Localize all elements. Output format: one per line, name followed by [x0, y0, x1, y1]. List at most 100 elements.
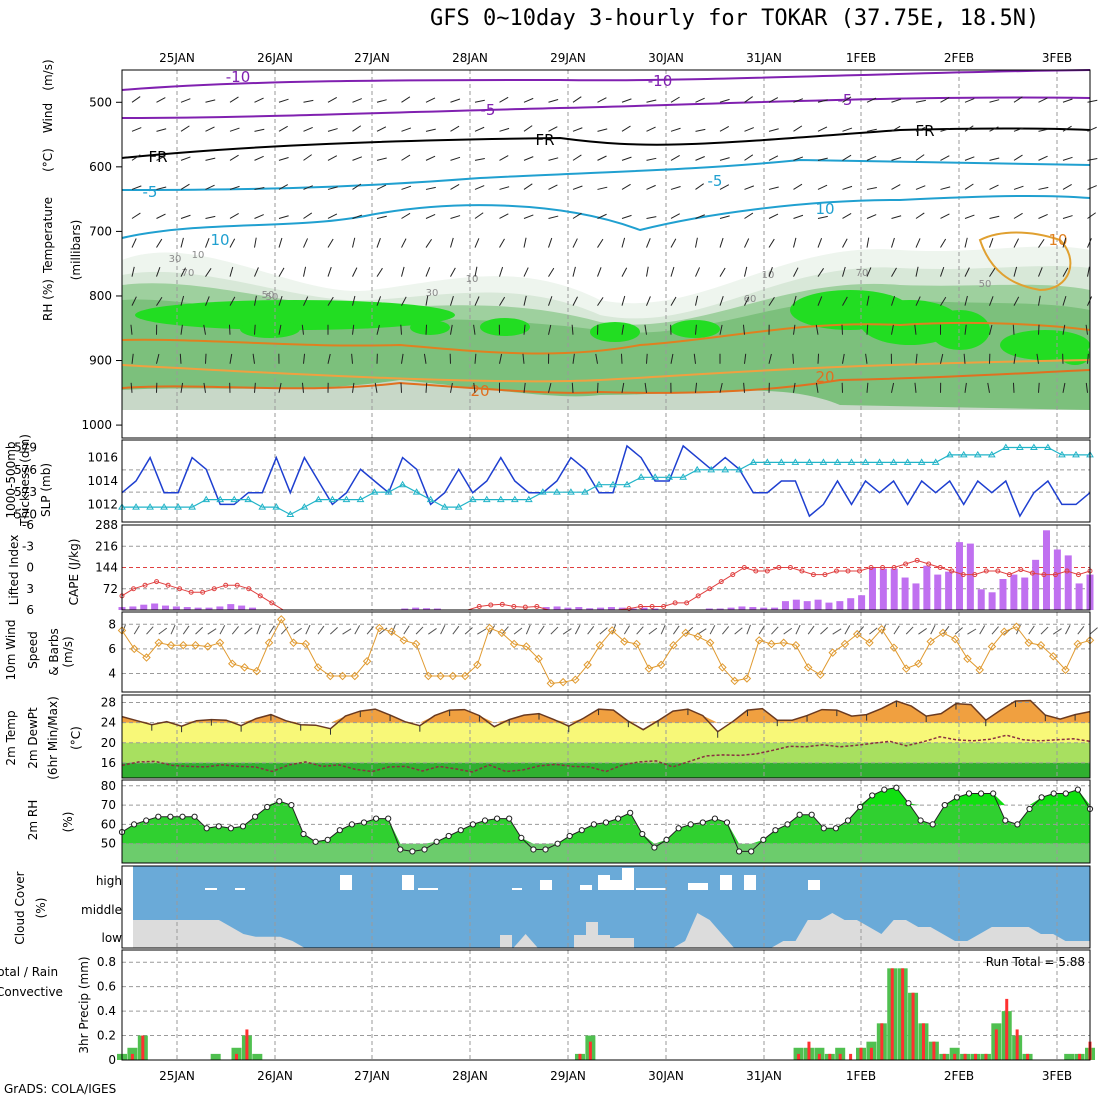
- wind-barb: [572, 96, 582, 103]
- date-label-bottom: 28JAN: [452, 1069, 488, 1083]
- wind-barb: [474, 266, 478, 277]
- thickness-marker: [791, 458, 800, 465]
- surface-wind-barb: [244, 627, 253, 635]
- wind-barb: [1062, 382, 1066, 393]
- wind-barb: [572, 154, 582, 161]
- wind-barb: [301, 382, 304, 393]
- wind-speed-marker: [950, 634, 960, 644]
- precip-conv-bar: [994, 1029, 998, 1060]
- rh-marker: [929, 821, 936, 828]
- wind-speed-marker: [620, 637, 629, 646]
- thickness-marker: [482, 495, 491, 503]
- wind-barb: [523, 125, 533, 132]
- wind-barb: [915, 266, 919, 277]
- wind-barb: [376, 267, 383, 277]
- wind-barb: [670, 127, 681, 132]
- wind-barb: [303, 353, 306, 364]
- lifted-index-marker: [661, 603, 667, 609]
- rh-marker: [457, 827, 464, 834]
- rh-marker: [397, 846, 404, 853]
- date-label-top: 29JAN: [550, 51, 586, 65]
- surface-wind-barb: [771, 626, 779, 635]
- wind-barb: [891, 382, 895, 393]
- wind-barb: [1038, 128, 1049, 132]
- axis-label: Wind: [41, 103, 55, 133]
- temp-contour-loop: [978, 231, 1072, 292]
- thickness-marker: [567, 488, 575, 495]
- wind-barb: [401, 127, 412, 132]
- wind-barb: [964, 125, 974, 132]
- wind-barb: [695, 382, 698, 393]
- surface-wind-barb: [795, 624, 801, 635]
- rh-marker: [796, 811, 803, 818]
- thickness-marker: [1015, 443, 1024, 450]
- wind-barb: [842, 127, 853, 132]
- wind-barb: [303, 185, 313, 190]
- rh-marker: [1014, 821, 1021, 828]
- precip-conv-bar: [797, 1053, 801, 1060]
- wind-barb: [352, 295, 356, 306]
- lifted-index-marker: [223, 582, 229, 588]
- rh-marker: [978, 790, 985, 797]
- wind-barb: [1087, 266, 1090, 277]
- temp-label: -10: [648, 72, 673, 90]
- wind-barb: [915, 353, 918, 364]
- wind-barb: [548, 382, 552, 393]
- lifted-index-marker: [211, 586, 217, 592]
- wind-barb: [572, 353, 575, 364]
- cape-bar: [151, 603, 159, 610]
- wind-barb: [425, 97, 436, 103]
- wind-speed-marker: [767, 639, 776, 649]
- wind-barb: [131, 296, 137, 306]
- wind-barb: [1038, 324, 1040, 335]
- wind-barb: [352, 214, 363, 219]
- surface-wind-barb: [722, 626, 730, 635]
- rh-marker: [736, 848, 743, 855]
- wind-barb: [964, 183, 974, 190]
- date-label-top: 2FEB: [944, 51, 974, 65]
- wind-barb: [229, 296, 236, 306]
- surface-wind-barb: [636, 626, 644, 635]
- surface-wind-barb: [158, 627, 168, 635]
- lifted-index-marker: [200, 589, 206, 595]
- temp-contour: [121, 321, 1091, 355]
- surface-wind-barb: [231, 626, 239, 635]
- cape-bar: [901, 577, 909, 610]
- wind-speed-marker: [522, 642, 531, 651]
- wind-barbs: [130, 96, 1098, 393]
- rh-marker: [288, 801, 295, 809]
- cape-bar: [564, 607, 572, 610]
- thickness-marker: [931, 458, 940, 465]
- wind-speed-marker: [914, 659, 923, 668]
- panel-frame: [121, 865, 1091, 949]
- wind-barb: [499, 155, 509, 161]
- lifted-index-marker: [638, 603, 644, 609]
- rh-marker: [143, 817, 150, 824]
- wind-barb: [548, 237, 553, 248]
- wind-barb: [156, 97, 166, 103]
- wind-barb: [1087, 353, 1089, 364]
- wind-barb: [646, 266, 649, 277]
- wind-barb: [352, 324, 355, 335]
- wind-barb: [597, 297, 604, 306]
- wind-barb: [376, 296, 382, 306]
- wind-speed-marker: [718, 663, 727, 672]
- surface-wind-barb: [538, 625, 545, 635]
- cape-bar: [781, 601, 789, 610]
- ytick-label-left: 576: [14, 463, 37, 477]
- lifted-index-marker: [154, 579, 160, 585]
- rh-marker: [203, 825, 210, 832]
- cloud-high: [808, 880, 820, 890]
- wind-barb: [179, 353, 182, 364]
- wind-barb: [474, 99, 485, 103]
- axis-label: (°C): [69, 726, 83, 750]
- cloud-high: [402, 875, 414, 890]
- wind-barb: [376, 324, 380, 335]
- wind-barb: [768, 353, 772, 364]
- wind-barb: [131, 154, 141, 161]
- wind-barb: [1038, 295, 1041, 306]
- lifted-index-marker: [142, 582, 148, 588]
- wind-barb: [866, 155, 877, 161]
- thickness-marker: [665, 473, 674, 480]
- cape-bar: [825, 602, 833, 610]
